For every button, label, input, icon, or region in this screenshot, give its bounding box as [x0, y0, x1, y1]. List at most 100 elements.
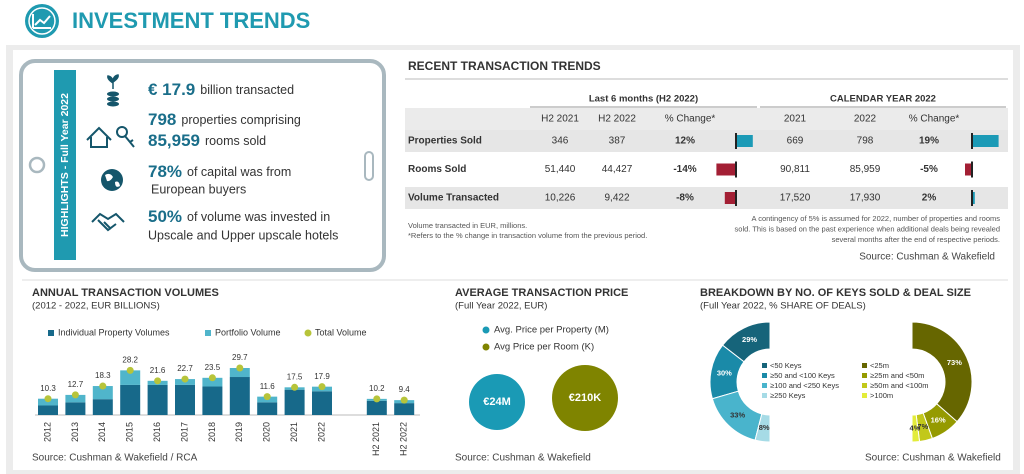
legend-label: ≥100 and <250 Keys: [770, 381, 839, 390]
legend-marker: [482, 326, 490, 334]
total-dot: [181, 375, 189, 383]
data-label: 23.5: [205, 363, 221, 372]
handshake-icon: [91, 212, 125, 232]
change-bar: [724, 192, 736, 204]
source: Source: Cushman & Wakefield: [859, 252, 995, 263]
x-tick-label: 2016: [152, 422, 162, 442]
legend-marker: [205, 330, 211, 336]
source: Source: Cushman & Wakefield: [865, 453, 1001, 464]
bar-segment: [257, 402, 278, 415]
bar-segment: [65, 394, 86, 403]
legend-marker: [862, 383, 867, 388]
change-label: -8%: [676, 193, 694, 204]
change-label: 12%: [675, 136, 695, 147]
total-dot: [263, 393, 271, 401]
source: Source: Cushman & Wakefield: [455, 453, 591, 464]
cell: 51,440: [545, 164, 576, 175]
highlight-figure: 85,959: [148, 131, 200, 150]
bar-segment: [394, 403, 415, 415]
donut-segment: [754, 413, 771, 443]
cell: 798: [857, 136, 874, 147]
bar-segment: [92, 399, 113, 415]
change-label: -5%: [920, 164, 938, 175]
total-dot: [208, 374, 216, 382]
segment-label: 29%: [742, 335, 757, 344]
legend-label: ≥50 and <100 Keys: [770, 371, 835, 380]
cell: 85,959: [850, 164, 881, 175]
highlights-label: HIGHLIGHTS - Full Year 2022: [59, 93, 71, 237]
highlight-figure: 50%: [148, 207, 182, 226]
chart-title: ANNUAL TRANSACTION VOLUMES: [32, 287, 219, 299]
x-tick-label: 2013: [70, 422, 80, 442]
chart-subtitle: (2012 - 2022, EUR BILLIONS): [32, 301, 160, 312]
data-label: 10.3: [40, 384, 56, 393]
highlight-text: Upscale and Upper upscale hotels: [148, 228, 338, 242]
group-header: CALENDAR YEAR 2022: [830, 94, 936, 105]
legend-label: <25m: [870, 361, 889, 370]
segment-label: 33%: [730, 410, 745, 419]
chart-subtitle: (Full Year 2022, % SHARE OF DEALS): [700, 301, 866, 312]
total-dot: [291, 383, 299, 391]
legend-label: Total Volume: [315, 327, 367, 337]
cell: 10,226: [545, 193, 576, 204]
data-label: 17.5: [287, 372, 303, 381]
cell: 669: [787, 136, 804, 147]
legend-marker: [482, 343, 490, 351]
note: several months after the end of respecti…: [832, 235, 1000, 244]
x-tick-label: 2012: [42, 422, 52, 442]
highlights-strip: [54, 70, 76, 260]
data-label: 21.6: [150, 366, 166, 375]
legend-marker: [862, 373, 867, 378]
legend-label: Avg Price per Room (K): [494, 342, 594, 353]
data-label: 12.7: [68, 380, 84, 389]
x-tick-label: 2018: [207, 422, 217, 442]
bar-segment: [120, 370, 141, 385]
bar-segment: [229, 377, 250, 415]
change-bar: [716, 163, 736, 176]
bar-segment: [312, 391, 332, 415]
highlight-3: 85,959 rooms sold: [148, 131, 266, 150]
note: Volume transacted in EUR, millions.: [408, 221, 527, 230]
legend-label: ≥250 Keys: [770, 391, 806, 400]
segment-label: 73%: [947, 358, 962, 367]
x-tick-label: 2014: [97, 422, 107, 442]
change-label: -14%: [673, 164, 696, 175]
highlight-4: 78% of capital was from: [148, 162, 291, 181]
segment-label: 16%: [931, 415, 946, 424]
data-label: 11.6: [260, 382, 276, 391]
bar-segment: [147, 384, 168, 415]
highlight-text: billion transacted: [200, 83, 294, 97]
bar-segment: [202, 386, 223, 415]
donut-segment: [911, 321, 973, 423]
price-bubble: [469, 374, 525, 430]
tablet-button: [28, 156, 46, 174]
change-bar: [972, 135, 999, 147]
total-dot: [99, 382, 107, 390]
data-label: 10.2: [369, 384, 385, 393]
bar-segment: [92, 386, 113, 400]
change-label: 2%: [922, 193, 937, 204]
legend-label: ≥50m and <100m: [870, 381, 929, 390]
x-tick-label: 2019: [234, 422, 244, 442]
bar-segment: [38, 405, 58, 415]
chart-subtitle: (Full Year 2022, EUR): [455, 301, 547, 312]
row-label: Rooms Sold: [408, 164, 466, 175]
x-tick-label: 2020: [262, 422, 272, 442]
column-header: 2021: [784, 114, 807, 125]
legend-marker: [862, 363, 867, 368]
total-dot: [400, 396, 408, 404]
x-tick-label: H2 2021: [371, 422, 381, 456]
header-icon-ring: [28, 7, 56, 35]
highlight-1: € 17.9 billion transacted: [148, 80, 294, 99]
total-dot: [71, 391, 79, 399]
highlight-2: 798 properties comprising: [148, 110, 301, 129]
highlight-figure: 798: [148, 110, 176, 129]
legend-marker: [762, 393, 767, 398]
row-label: Volume Transacted: [408, 193, 499, 204]
x-tick-label: H2 2022: [399, 422, 409, 456]
highlight-text: rooms sold: [205, 134, 266, 148]
globe-icon: [101, 169, 123, 191]
bar-segment: [366, 400, 387, 415]
legend-marker: [762, 383, 767, 388]
